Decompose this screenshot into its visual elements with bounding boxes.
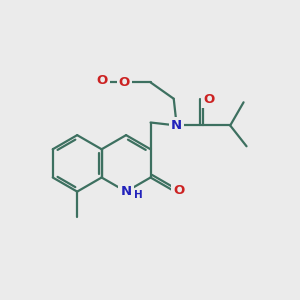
Text: N: N bbox=[121, 185, 132, 198]
Text: O: O bbox=[119, 76, 130, 89]
Text: O: O bbox=[173, 184, 184, 197]
Text: O: O bbox=[97, 74, 108, 87]
Text: O: O bbox=[203, 93, 214, 106]
Text: H: H bbox=[134, 190, 142, 200]
Text: N: N bbox=[171, 119, 182, 132]
